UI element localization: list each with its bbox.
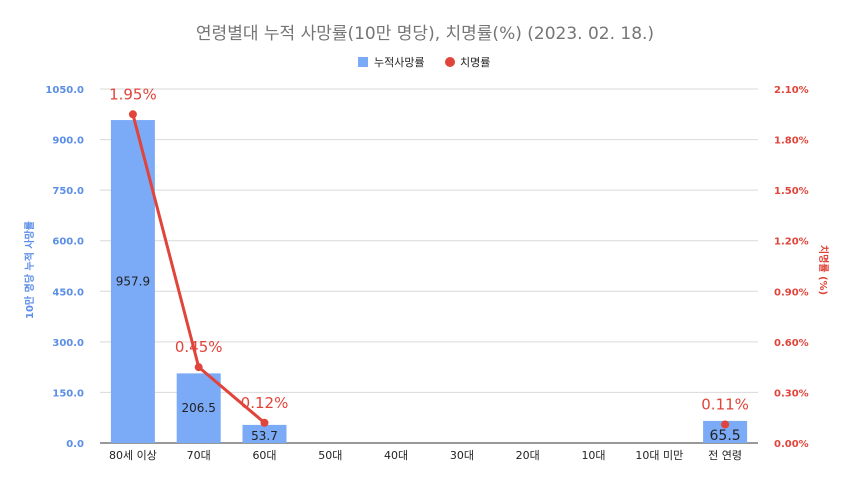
line-point: [260, 418, 269, 427]
line-value-label: 0.11%: [701, 395, 749, 413]
bar: [176, 373, 221, 443]
line-point: [721, 420, 730, 429]
y-right-tick-label: 0.60%: [774, 338, 809, 349]
x-category-label: 80세 이상: [109, 449, 157, 462]
y-left-tick-label: 450.0: [52, 287, 84, 298]
line-point: [194, 363, 203, 372]
line-series: [128, 110, 730, 429]
x-axis-categories: 80세 이상 70대 60대 50대 40대 30대 20대 10대 10대 미만 전 연령: [109, 449, 742, 462]
y-axis-right-ticks: 0.00% 0.30% 0.60% 0.90% 1.20% 1.50% 1.80% 2.10%: [774, 85, 809, 450]
x-category-label: 20대: [516, 449, 540, 462]
line-value-label: 0.12%: [241, 394, 289, 412]
bar-series: [110, 120, 748, 444]
y-axis-right-title: 치명률 (%): [817, 245, 830, 295]
y-right-tick-label: 1.80%: [774, 136, 809, 147]
x-category-label: 30대: [450, 449, 474, 462]
x-category-label: 전 연령: [708, 449, 742, 462]
line-data-labels: 1.95% 0.45% 0.12% 0.11%: [109, 85, 749, 413]
line-value-label: 0.45%: [175, 338, 223, 356]
legend-swatch-bar: [358, 57, 368, 67]
y-left-tick-label: 750.0: [52, 186, 84, 197]
y-right-tick-label: 0.00%: [774, 439, 809, 450]
y-axis-left-ticks: 0.0 150.0 300.0 450.0 600.0 750.0 900.0 1050.0: [45, 85, 84, 450]
y-right-tick-label: 1.20%: [774, 237, 809, 248]
x-category-label: 40대: [384, 449, 408, 462]
y-right-tick-label: 0.30%: [774, 388, 809, 399]
bar-value-label: 957.9: [116, 275, 150, 289]
legend: 누적사망률 치명률: [358, 56, 490, 69]
x-category-label: 10대: [581, 449, 605, 462]
y-right-tick-label: 1.50%: [774, 186, 809, 197]
bar-data-labels: 957.9 206.5 53.7 65.5: [116, 275, 741, 444]
y-right-tick-label: 0.90%: [774, 287, 809, 298]
y-left-tick-label: 300.0: [52, 338, 84, 349]
x-category-label: 60대: [252, 449, 276, 462]
y-left-tick-label: 1050.0: [45, 85, 84, 96]
chart-title: 연령별대 누적 사망률(10만 명당), 치명률(%) (2023. 02. 1…: [196, 24, 654, 44]
x-category-label: 70대: [187, 449, 211, 462]
bar: [242, 424, 287, 443]
bar-value-label: 53.7: [251, 429, 278, 443]
x-category-label: 50대: [318, 449, 342, 462]
y-right-tick-label: 2.10%: [774, 85, 809, 96]
line-value-label: 1.95%: [109, 85, 157, 103]
bar: [703, 420, 748, 443]
y-axis-left-title: 10만 명당 누적 사망률: [23, 221, 36, 319]
bar-value-label: 65.5: [710, 428, 741, 444]
bar-value-label: 206.5: [182, 401, 216, 415]
legend-label-line: 치명률: [460, 56, 490, 69]
legend-label-bar: 누적사망률: [374, 56, 425, 69]
y-left-tick-label: 900.0: [52, 136, 84, 147]
legend-swatch-line: [445, 57, 455, 67]
y-left-tick-label: 600.0: [52, 237, 84, 248]
line-point: [128, 110, 137, 119]
y-left-tick-label: 150.0: [52, 388, 84, 399]
x-category-label: 10대 미만: [635, 449, 683, 462]
y-left-tick-label: 0.0: [66, 439, 84, 450]
